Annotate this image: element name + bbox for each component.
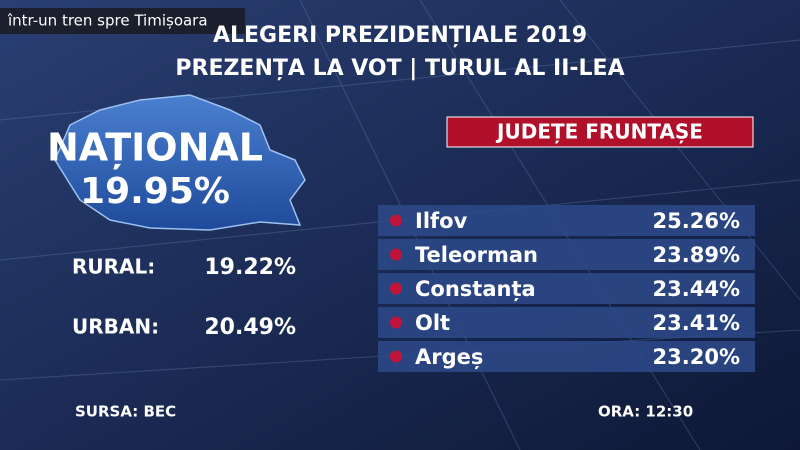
footer-time: ORA: 12:30 — [598, 403, 693, 421]
overlay-box — [0, 8, 245, 34]
county-name: Ilfov — [415, 209, 468, 233]
county-name: Olt — [415, 311, 450, 335]
county-row — [378, 307, 755, 338]
title: ALEGERI PREZIDENȚIALE 2019 — [213, 23, 587, 48]
counties-title: JUDEȚE FRUNTAȘE — [495, 120, 703, 144]
county-row — [378, 239, 755, 270]
breakdown-label: RURAL: — [72, 255, 155, 279]
breakdown-value: 20.49% — [204, 315, 296, 340]
county-value: 25.26% — [653, 209, 740, 233]
county-name: Argeș — [415, 345, 483, 369]
map-romania — [54, 94, 306, 231]
county-row — [378, 205, 755, 236]
footer-source: SURSA: BEC — [75, 403, 176, 421]
county-value: 23.20% — [653, 345, 740, 369]
subtitle: PREZENȚA LA VOT | TURUL AL II-LEA — [175, 56, 624, 81]
breakdown-value: 19.22% — [204, 255, 296, 280]
national-label: NAȚIONAL — [47, 126, 263, 170]
breakdown-label: URBAN: — [72, 315, 159, 339]
national-value: 19.95% — [80, 171, 230, 212]
county-bullet — [390, 214, 402, 227]
county-value: 23.44% — [653, 277, 740, 301]
county-name: Teleorman — [415, 243, 538, 267]
county-row — [378, 273, 755, 304]
overlay-label: într-un tren spre Timișoara — [7, 12, 208, 30]
county-bullet — [390, 282, 402, 295]
county-bullet — [390, 350, 402, 363]
county-value: 23.41% — [653, 311, 740, 335]
county-bullet — [390, 248, 402, 261]
counties-banner — [446, 116, 754, 148]
county-row — [378, 341, 755, 372]
county-value: 23.89% — [653, 243, 740, 267]
county-bullet — [390, 316, 402, 329]
county-name: Constanța — [415, 277, 536, 302]
